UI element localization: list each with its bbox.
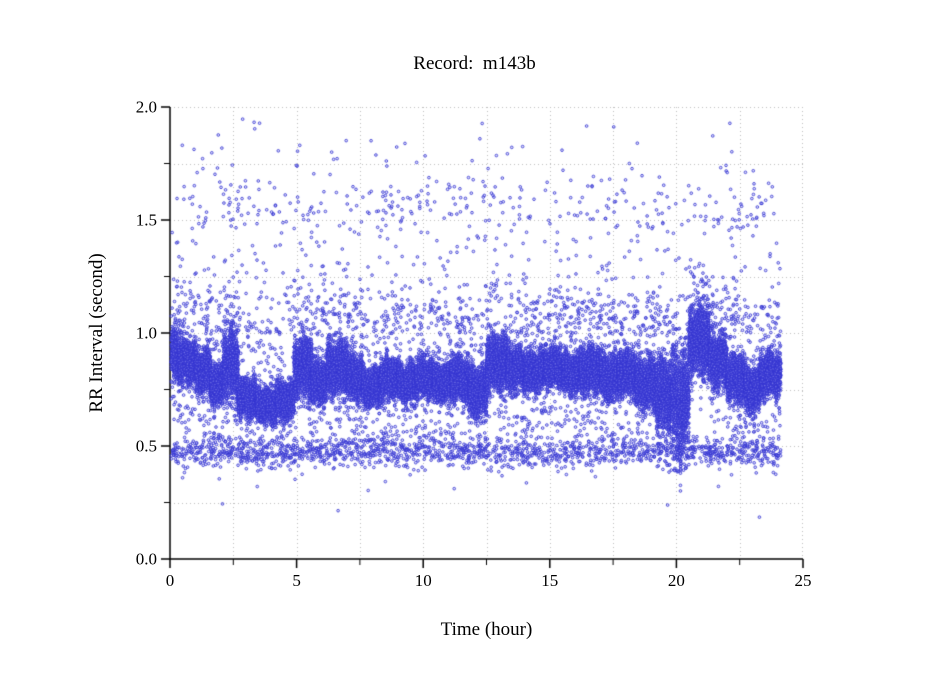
y-tick-label: 2.0 bbox=[135, 97, 157, 117]
x-tick-label: 10 bbox=[414, 571, 432, 590]
x-axis-label: Time (hour) bbox=[440, 619, 533, 640]
x-tick-label: 15 bbox=[541, 571, 559, 590]
y-tick-label: 0.0 bbox=[135, 549, 157, 569]
y-tick-label: 1.0 bbox=[135, 323, 157, 343]
x-tick-label: 25 bbox=[794, 571, 812, 590]
y-tick-label: 0.5 bbox=[135, 436, 157, 456]
y-tick-label: 1.5 bbox=[135, 210, 157, 230]
x-tick-label: 0 bbox=[165, 571, 175, 590]
y-axis-label: RR Interval (second) bbox=[86, 253, 107, 413]
x-tick-label: 5 bbox=[292, 571, 301, 590]
chart-title: Record: m143b bbox=[413, 53, 536, 74]
x-tick-label: 20 bbox=[667, 571, 685, 590]
